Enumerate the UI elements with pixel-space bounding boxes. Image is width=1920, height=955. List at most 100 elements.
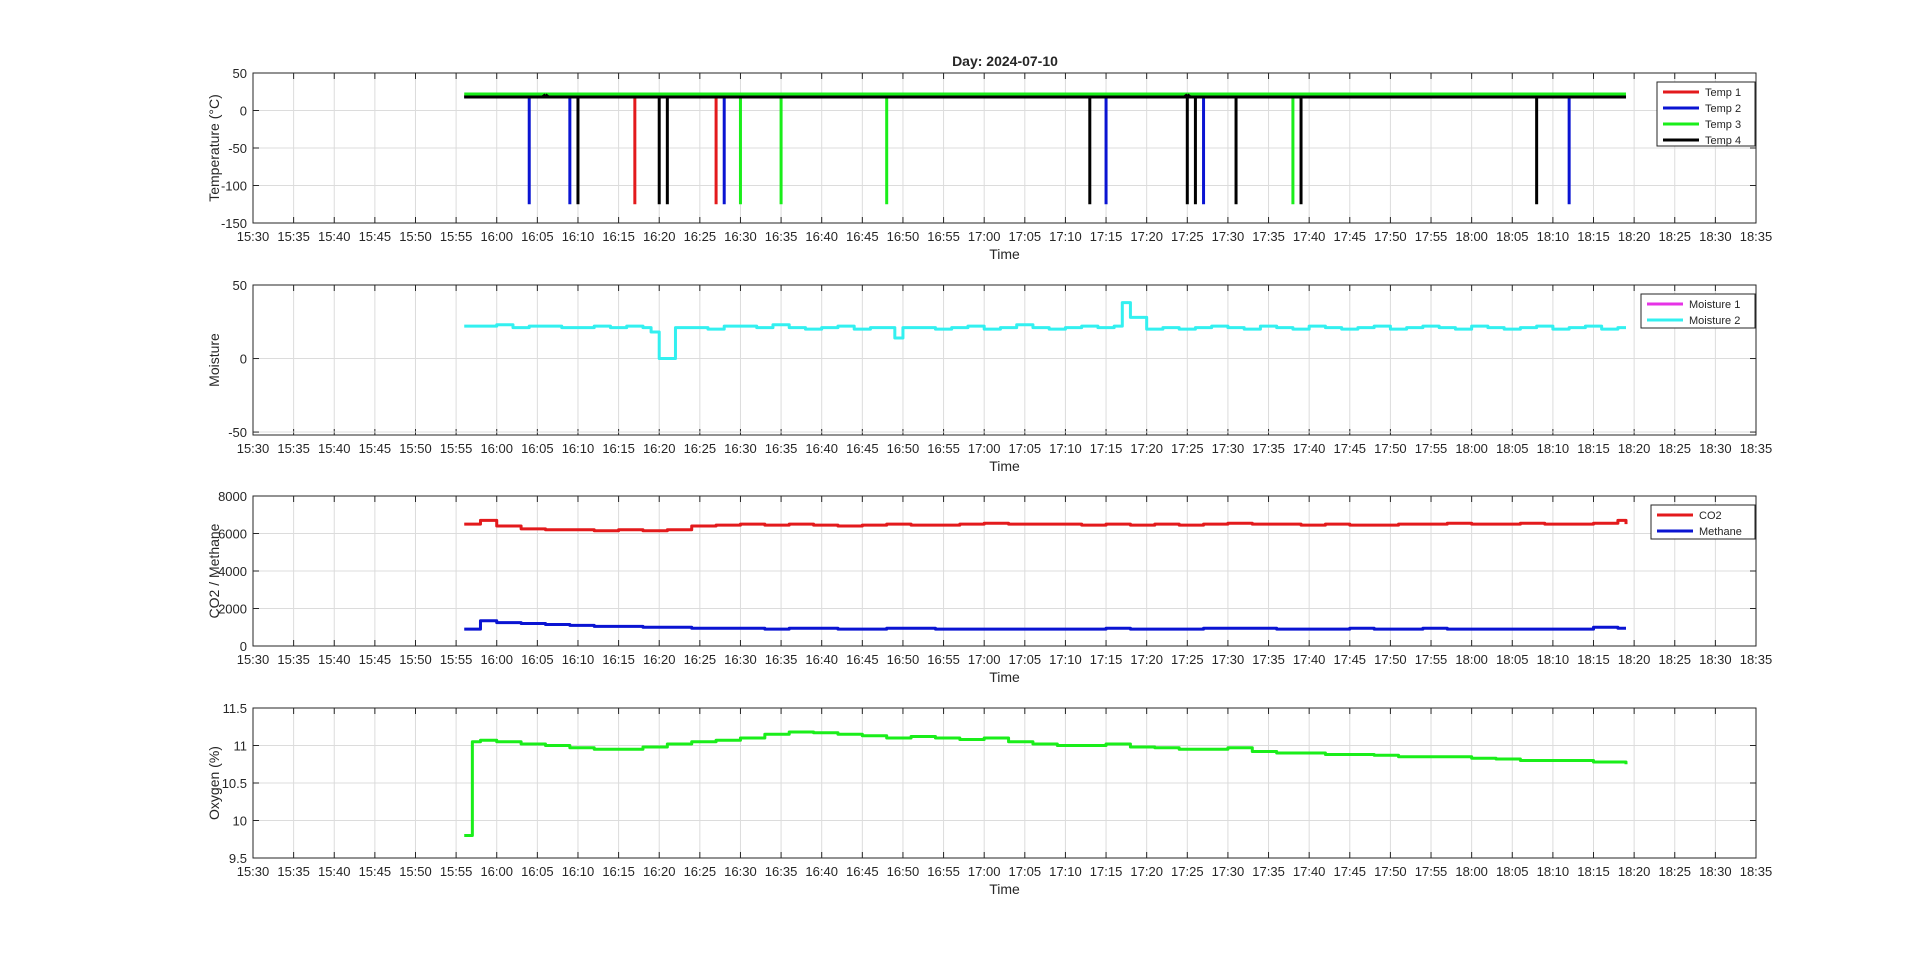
figure-title: Day: 2024-07-10 <box>952 53 1058 69</box>
legend-label: Temp 2 <box>1705 103 1741 115</box>
x-tick-label: 15:50 <box>399 229 432 244</box>
y-axis-label: CO2 / Methane <box>206 523 222 618</box>
x-tick-label: 17:55 <box>1415 652 1448 667</box>
x-axis-label: Time <box>989 458 1020 474</box>
x-tick-label: 16:45 <box>846 441 879 456</box>
x-tick-label: 17:25 <box>1171 441 1204 456</box>
plot-area <box>253 285 1756 435</box>
y-tick-label: 2000 <box>218 602 247 617</box>
x-axis-label: Time <box>989 881 1020 897</box>
x-tick-label: 17:55 <box>1415 864 1448 879</box>
x-tick-label: 17:15 <box>1090 441 1123 456</box>
x-tick-label: 16:20 <box>643 652 676 667</box>
x-tick-label: 17:40 <box>1293 441 1326 456</box>
y-tick-label: 0 <box>240 104 247 119</box>
x-tick-label: 18:30 <box>1699 864 1732 879</box>
x-tick-label: 16:45 <box>846 652 879 667</box>
x-tick-label: 18:20 <box>1618 441 1651 456</box>
x-tick-label: 17:50 <box>1374 441 1407 456</box>
x-tick-label: 15:35 <box>277 864 310 879</box>
legend-label: Methane <box>1699 526 1742 538</box>
axes-box <box>252 495 1757 647</box>
x-tick-label: 16:45 <box>846 229 879 244</box>
x-tick-label: 16:10 <box>562 652 595 667</box>
x-tick-label: 16:30 <box>724 652 757 667</box>
x-tick-label: 17:30 <box>1212 864 1245 879</box>
x-tick-label: 17:35 <box>1252 652 1285 667</box>
series-line <box>464 301 1627 361</box>
x-tick-label: 16:00 <box>480 441 513 456</box>
x-tick-label: 17:45 <box>1334 652 1367 667</box>
y-tick-label: 8000 <box>218 489 247 504</box>
x-tick-label: 17:50 <box>1374 229 1407 244</box>
x-tick-label: 15:40 <box>318 229 351 244</box>
legend: CO2 Methane <box>1650 504 1756 540</box>
x-tick-label: 16:00 <box>480 864 513 879</box>
x-tick-label: 18:15 <box>1577 229 1610 244</box>
x-tick-label: 17:10 <box>1049 441 1082 456</box>
x-tick-label: 15:35 <box>277 441 310 456</box>
x-tick-label: 16:55 <box>927 229 960 244</box>
panel-1: 15:30 15:35 15:40 15:45 15:50 15:55 16:00 16:05… <box>206 66 1772 262</box>
x-tick-label: 18:35 <box>1740 441 1773 456</box>
legend-label: Temp 4 <box>1705 135 1741 147</box>
y-axis-label: Moisture <box>206 333 222 387</box>
legend: Moisture 1 Moisture 2 <box>1640 293 1756 329</box>
x-tick-label: 16:25 <box>684 441 717 456</box>
x-tick-label: 17:45 <box>1334 229 1367 244</box>
x-tick-label: 16:15 <box>602 441 635 456</box>
x-tick-label: 16:35 <box>765 229 798 244</box>
x-tick-label: 18:15 <box>1577 652 1610 667</box>
x-tick-label: 17:25 <box>1171 864 1204 879</box>
x-tick-label: 16:35 <box>765 441 798 456</box>
x-tick-label: 15:45 <box>359 441 392 456</box>
x-tick-label: 16:30 <box>724 229 757 244</box>
x-tick-label: 18:20 <box>1618 229 1651 244</box>
x-tick-label: 15:45 <box>359 864 392 879</box>
x-tick-label: 16:10 <box>562 864 595 879</box>
x-tick-label: 16:40 <box>805 229 838 244</box>
x-tick-label: 16:50 <box>887 864 920 879</box>
x-tick-label: 16:35 <box>765 652 798 667</box>
x-tick-label: 17:10 <box>1049 229 1082 244</box>
x-tick-label: 15:45 <box>359 652 392 667</box>
x-tick-label: 18:05 <box>1496 652 1529 667</box>
x-tick-label: 15:40 <box>318 441 351 456</box>
x-tick-label: 17:20 <box>1130 652 1163 667</box>
x-tick-label: 17:25 <box>1171 652 1204 667</box>
x-tick-label: 16:35 <box>765 864 798 879</box>
x-tick-label: 18:25 <box>1658 652 1691 667</box>
x-tick-label: 16:45 <box>846 864 879 879</box>
x-tick-label: 18:30 <box>1699 229 1732 244</box>
x-tick-label: 18:15 <box>1577 441 1610 456</box>
x-tick-label: 18:00 <box>1455 864 1488 879</box>
x-tick-label: 15:40 <box>318 652 351 667</box>
x-tick-label: 17:35 <box>1252 229 1285 244</box>
x-tick-label: 17:40 <box>1293 652 1326 667</box>
x-tick-label: 18:30 <box>1699 441 1732 456</box>
x-tick-label: 16:40 <box>805 441 838 456</box>
y-axis-label: Temperature (°C) <box>206 94 222 202</box>
x-tick-label: 16:15 <box>602 229 635 244</box>
x-tick-label: 16:05 <box>521 441 554 456</box>
x-tick-label: 17:15 <box>1090 652 1123 667</box>
x-tick-label: 17:50 <box>1374 864 1407 879</box>
legend-box <box>1640 293 1756 329</box>
x-axis-label: Time <box>989 246 1020 262</box>
x-tick-label: 17:05 <box>1009 441 1042 456</box>
x-tick-label: 17:05 <box>1009 229 1042 244</box>
series-co2 <box>464 518 1628 533</box>
x-tick-label: 17:45 <box>1334 441 1367 456</box>
x-tick-label: 16:50 <box>887 441 920 456</box>
x-tick-label: 16:00 <box>480 652 513 667</box>
series-methane <box>464 619 1627 631</box>
series-temp-3 <box>464 92 1627 205</box>
x-tick-label: 15:45 <box>359 229 392 244</box>
x-tick-label: 18:15 <box>1577 864 1610 879</box>
axes-box <box>252 284 1757 436</box>
x-tick-label: 15:35 <box>277 229 310 244</box>
series-temp-4 <box>464 93 1627 205</box>
x-tick-label: 16:05 <box>521 229 554 244</box>
panel-2: 15:30 15:35 15:40 15:45 15:50 15:55 16:00 16:05… <box>206 278 1772 474</box>
